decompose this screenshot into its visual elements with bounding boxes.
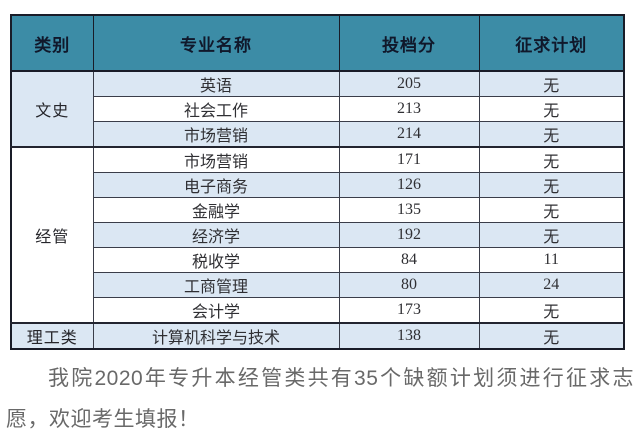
major-cell: 会计学 bbox=[92, 297, 340, 324]
column-header-3: 征求计划 bbox=[478, 14, 625, 72]
plan-cell: 无 bbox=[478, 172, 625, 198]
column-header-0: 类别 bbox=[10, 14, 94, 72]
plan-cell: 24 bbox=[478, 272, 625, 298]
admission-score-table: 类别 专业名称 投档分 征求计划 文史 英语 205 无社会工作 213 无市场营销 214 无经管… bbox=[10, 14, 625, 350]
plan-cell: 无 bbox=[478, 222, 625, 248]
major-cell: 税收学 bbox=[92, 247, 340, 273]
table-row: 金融学 135 无 bbox=[11, 197, 625, 223]
table-row: 理工类 计算机科学与技术 138 无 bbox=[10, 322, 625, 350]
category-cell: 文史 bbox=[10, 70, 94, 148]
table-row: 税收学 84 11 bbox=[11, 247, 625, 273]
score-cell: 126 bbox=[338, 172, 480, 198]
column-header-2: 投档分 bbox=[338, 14, 480, 72]
score-cell: 138 bbox=[338, 322, 480, 350]
plan-cell: 无 bbox=[478, 70, 625, 97]
major-cell: 经济学 bbox=[92, 222, 340, 248]
plan-cell: 无 bbox=[478, 96, 625, 122]
table-row: 文史 英语 205 无 bbox=[10, 70, 625, 148]
score-cell: 171 bbox=[338, 146, 480, 173]
plan-cell: 无 bbox=[478, 197, 625, 223]
category-cell: 理工类 bbox=[10, 322, 94, 350]
table-row: 经济学 192 无 bbox=[11, 222, 625, 248]
score-cell: 80 bbox=[338, 272, 480, 298]
column-header-1: 专业名称 bbox=[92, 14, 340, 72]
major-cell: 市场营销 bbox=[92, 121, 340, 148]
plan-cell: 无 bbox=[478, 121, 625, 148]
major-cell: 金融学 bbox=[92, 197, 340, 223]
score-cell: 213 bbox=[338, 96, 480, 122]
major-cell: 工商管理 bbox=[92, 272, 340, 298]
score-cell: 192 bbox=[338, 222, 480, 248]
plan-cell: 11 bbox=[478, 247, 625, 273]
score-cell: 173 bbox=[338, 297, 480, 324]
table-row: 电子商务 126 无 bbox=[11, 172, 625, 198]
major-cell: 电子商务 bbox=[92, 172, 340, 198]
table-row: 工商管理 80 24 bbox=[11, 272, 625, 298]
plan-cell: 无 bbox=[478, 297, 625, 324]
table-row: 经管 市场营销 171 无 bbox=[10, 146, 625, 324]
table-row: 市场营销 214 无 bbox=[11, 121, 625, 148]
table-body: 文史 英语 205 无社会工作 213 无市场营销 214 无经管 市场营销 171 无电子商务 12… bbox=[10, 70, 625, 350]
score-cell: 84 bbox=[338, 247, 480, 273]
major-cell: 英语 bbox=[92, 70, 340, 97]
table-header-row: 类别 专业名称 投档分 征求计划 bbox=[10, 14, 625, 72]
major-cell: 市场营销 bbox=[92, 146, 340, 173]
major-cell: 计算机科学与技术 bbox=[92, 322, 340, 350]
plan-cell: 无 bbox=[478, 146, 625, 173]
notice-text: 我院2020年专升本经管类共有35个缺额计划须进行征求志愿，欢迎考生填报！ bbox=[6, 367, 634, 431]
category-cell: 经管 bbox=[10, 146, 94, 324]
score-cell: 205 bbox=[338, 70, 480, 97]
major-cell: 社会工作 bbox=[92, 96, 340, 122]
table-row: 会计学 173 无 bbox=[11, 297, 625, 324]
score-cell: 214 bbox=[338, 121, 480, 148]
table-row: 社会工作 213 无 bbox=[11, 96, 625, 122]
score-cell: 135 bbox=[338, 197, 480, 223]
plan-cell: 无 bbox=[478, 322, 625, 350]
